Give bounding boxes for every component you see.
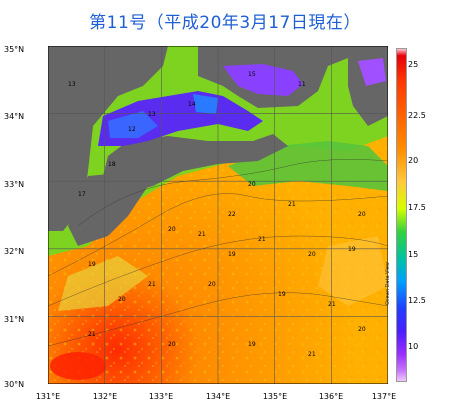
lat-label: 30°N	[4, 380, 25, 389]
map-title: 第11号（平成20年3月17日現在）	[89, 13, 361, 33]
contour-label: 21	[308, 351, 316, 358]
contour-label: 20	[208, 281, 216, 288]
contour-label: 17	[78, 191, 86, 198]
temperature-colorbar	[396, 48, 407, 382]
contour-lines	[48, 159, 388, 347]
contour-label: 18	[108, 161, 116, 168]
contour-label: 12	[128, 126, 136, 133]
contour-label: 19	[228, 251, 236, 258]
temperature-field: 20 21 20 21 19 21 20 19 21 20 20 19 21 2…	[48, 46, 388, 384]
lon-label: 131°E	[35, 392, 61, 401]
contour-label: 21	[198, 231, 206, 238]
lon-label: 133°E	[148, 392, 174, 401]
watermark: Ocean Data View	[385, 262, 391, 305]
contour-label: 19	[248, 341, 256, 348]
lon-label: 134°E	[205, 392, 231, 401]
colorbar-tick: 22.5	[408, 111, 426, 120]
contour-label: 21	[288, 201, 296, 208]
contour-label: 14	[188, 101, 196, 108]
contour-label: 20	[358, 211, 366, 218]
contour-value-labels: 20 21 20 21 19 21 20 19 21 20 20 19 21 2…	[68, 71, 366, 358]
contour-label: 20	[308, 251, 316, 258]
colorbar-tick: 20	[408, 156, 419, 165]
graticule	[48, 46, 388, 384]
colorbar-tick: 25	[408, 60, 419, 69]
lon-label: 136°E	[318, 392, 344, 401]
contour-label: 19	[88, 261, 96, 268]
contour-label: 20	[168, 341, 176, 348]
contour-label: 21	[258, 236, 266, 243]
contour-label: 20	[168, 226, 176, 233]
land-kyushu	[48, 46, 168, 231]
contour-label: 13	[68, 81, 76, 88]
contour-label: 20	[248, 181, 256, 188]
warm-core	[50, 352, 106, 380]
lat-label: 34°N	[4, 112, 25, 121]
colorbar-tick: 15	[408, 250, 419, 259]
contour-label: 19	[278, 291, 286, 298]
colorbar-tick: 12.5	[408, 296, 426, 305]
lat-label: 35°N	[4, 45, 25, 54]
colorbar-tick: 17.5	[408, 203, 426, 212]
contour-label: 22	[228, 211, 236, 218]
lon-label: 132°E	[92, 392, 118, 401]
lon-label: 135°E	[262, 392, 288, 401]
lat-label: 31°N	[4, 315, 25, 324]
contour-label: 13	[148, 111, 156, 118]
lon-label: 137°E	[371, 392, 397, 401]
sea-temperature-map: 20 21 20 21 19 21 20 19 21 20 20 19 21 2…	[48, 46, 388, 384]
contour-label: 20	[358, 326, 366, 333]
contour-label: 19	[348, 246, 356, 253]
lat-label: 33°N	[4, 180, 25, 189]
contour-label: 21	[328, 301, 336, 308]
contour-label: 11	[298, 81, 306, 88]
contour-label: 20	[118, 296, 126, 303]
colorbar-tick: 10	[408, 342, 419, 351]
contour-label: 21	[88, 331, 96, 338]
land-kyushu-south	[68, 171, 148, 246]
lat-label: 32°N	[4, 247, 25, 256]
contour-label: 15	[248, 71, 256, 78]
land-shikoku	[103, 134, 288, 196]
contour-label: 21	[148, 281, 156, 288]
